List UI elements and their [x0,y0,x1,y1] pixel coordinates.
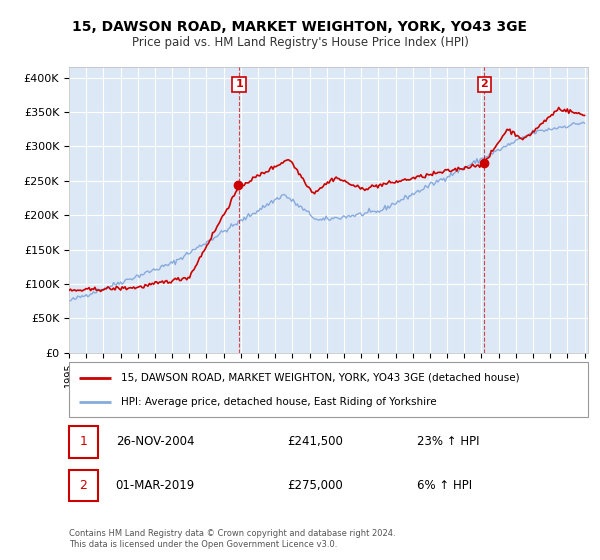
Text: 15, DAWSON ROAD, MARKET WEIGHTON, YORK, YO43 3GE: 15, DAWSON ROAD, MARKET WEIGHTON, YORK, … [73,20,527,34]
Text: 1: 1 [79,435,87,449]
Text: Price paid vs. HM Land Registry's House Price Index (HPI): Price paid vs. HM Land Registry's House … [131,36,469,49]
FancyBboxPatch shape [69,362,588,417]
Text: 15, DAWSON ROAD, MARKET WEIGHTON, YORK, YO43 3GE (detached house): 15, DAWSON ROAD, MARKET WEIGHTON, YORK, … [121,373,520,382]
Text: 26-NOV-2004: 26-NOV-2004 [116,435,194,449]
Text: £275,000: £275,000 [287,479,343,492]
Text: 2: 2 [79,479,87,492]
Text: HPI: Average price, detached house, East Riding of Yorkshire: HPI: Average price, detached house, East… [121,397,437,407]
Text: 01-MAR-2019: 01-MAR-2019 [116,479,195,492]
FancyBboxPatch shape [69,426,98,458]
FancyBboxPatch shape [69,470,98,501]
Text: 23% ↑ HPI: 23% ↑ HPI [417,435,479,449]
Text: 6% ↑ HPI: 6% ↑ HPI [417,479,472,492]
Text: 2: 2 [481,80,488,90]
Text: £241,500: £241,500 [287,435,343,449]
Text: Contains HM Land Registry data © Crown copyright and database right 2024.
This d: Contains HM Land Registry data © Crown c… [69,529,395,549]
Text: 1: 1 [235,80,243,90]
